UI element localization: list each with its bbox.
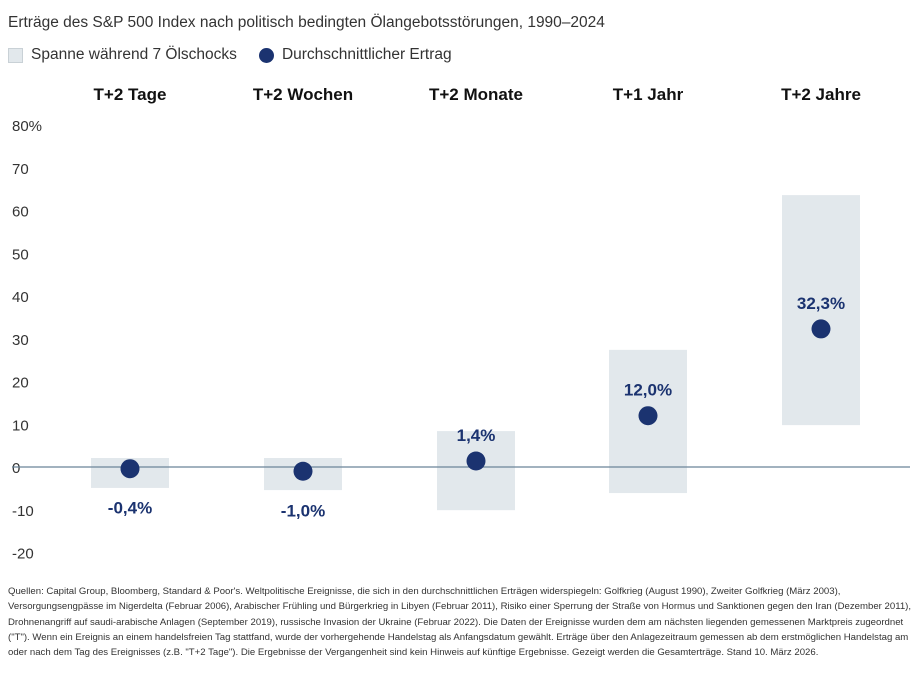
legend-average-label: Durchschnittlicher Ertrag <box>281 46 452 63</box>
footnote: Quellen: Capital Group, Bloomberg, Stand… <box>8 586 912 659</box>
y-tick-label: 30 <box>12 332 29 349</box>
y-tick-label: -20 <box>12 546 34 563</box>
average-dot <box>293 461 313 481</box>
legend: Spanne während 7 Ölschocks Durchschnittl… <box>8 46 452 64</box>
range-bar <box>437 431 515 511</box>
range-dot-chart: -20 -10 0 10 20 30 40 50 60 70 80% T+2 Tage T+2 Woch… <box>12 85 910 563</box>
data-label: 32,3% <box>797 294 845 313</box>
y-tick-label: 70 <box>12 161 29 178</box>
category-label: T+2 Tage <box>94 85 167 104</box>
data-label: 12,0% <box>624 381 672 400</box>
chart-title: Erträge des S&P 500 Index nach politisch… <box>8 14 605 31</box>
category-label: T+2 Jahre <box>781 85 861 104</box>
average-dot <box>120 459 140 479</box>
legend-range-label: Spanne während 7 Ölschocks <box>31 46 237 63</box>
average-dot <box>811 319 831 339</box>
category-label: T+2 Monate <box>429 85 523 104</box>
data-label: -0,4% <box>108 499 152 518</box>
average-dot <box>466 451 486 471</box>
y-tick-label: 60 <box>12 204 29 221</box>
y-tick-label: -10 <box>12 503 34 520</box>
y-tick-label: 50 <box>12 246 29 263</box>
y-tick-label: 20 <box>12 375 29 392</box>
category-label: T+2 Wochen <box>253 85 353 104</box>
legend-range-swatch <box>8 47 23 63</box>
data-label: -1,0% <box>281 501 325 520</box>
legend-dot-marker <box>258 47 274 63</box>
y-tick-label: 80% <box>12 118 42 135</box>
range-bar <box>782 195 860 426</box>
average-dot <box>638 406 658 426</box>
category-label: T+1 Jahr <box>613 85 684 104</box>
data-label: 1,4% <box>457 426 496 445</box>
y-tick-label: 40 <box>12 289 29 306</box>
y-tick-label: 0 <box>12 460 20 477</box>
y-tick-label: 10 <box>12 417 29 434</box>
